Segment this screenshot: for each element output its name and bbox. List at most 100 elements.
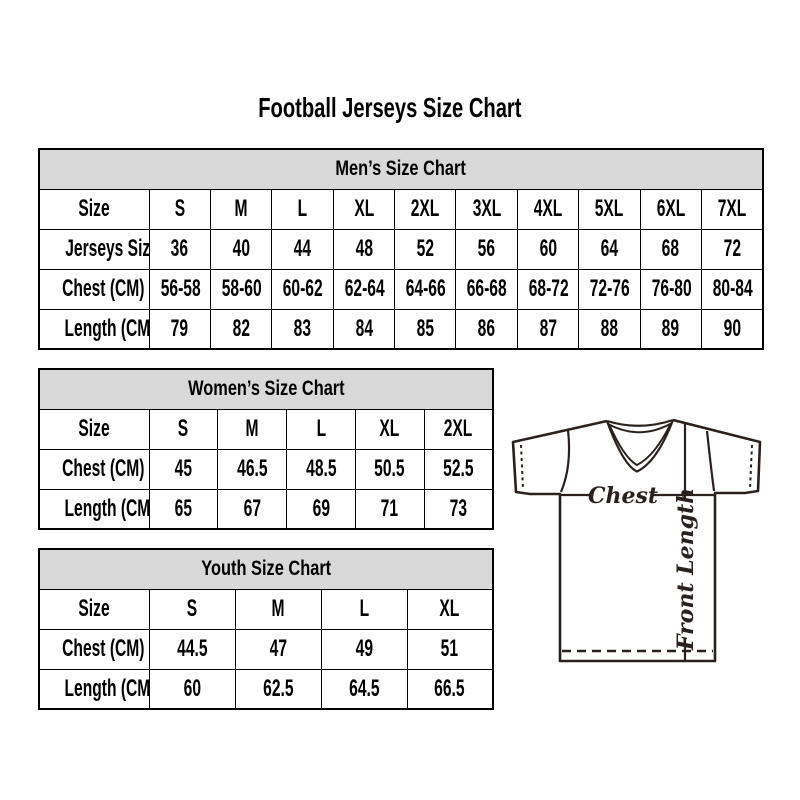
table-row: Jerseys Size 36 40 44 48 52 56 60 64 68 … — [38, 228, 764, 270]
table-cell: 66-68 — [455, 268, 518, 310]
table-cell: XL — [406, 588, 494, 630]
table-cell: 88 — [578, 308, 641, 350]
table-cell: M — [217, 408, 288, 450]
table-cell: 58-60 — [209, 268, 273, 310]
collar-top-edge — [606, 418, 674, 427]
table-cell: 44 — [271, 228, 334, 270]
table-cell: 51 — [406, 628, 494, 670]
table-cell: 48 — [332, 228, 396, 270]
table-cell: 72 — [701, 228, 764, 270]
row-label: Size — [38, 408, 150, 450]
table-cell: 62-64 — [332, 268, 396, 310]
table-row: Size S M L XL 2XL — [38, 408, 494, 450]
table-row: Length (CM) 65 67 69 71 73 — [38, 488, 494, 530]
table-cell: 65 — [148, 488, 219, 530]
table-cell: L — [320, 588, 408, 630]
right-armhole-seam — [705, 430, 716, 492]
table-cell: 36 — [148, 228, 211, 270]
row-label: Chest (CM) — [38, 628, 150, 670]
table-cell: 56-58 — [148, 268, 211, 310]
table-cell: 89 — [639, 308, 703, 350]
table-row: Length (CM) 60 62.5 64.5 66.5 — [38, 668, 494, 710]
table-cell: 64-66 — [394, 268, 457, 310]
table-cell: 64 — [578, 228, 641, 270]
table-cell: 72-76 — [578, 268, 641, 310]
row-label: Chest (CM) — [38, 448, 150, 490]
table-cell: S — [148, 588, 236, 630]
collar-v-outline — [605, 419, 675, 473]
page-title: Football Jerseys Size Chart — [28, 92, 752, 124]
row-label: Length (CM) — [38, 488, 150, 530]
table-cell: 69 — [286, 488, 356, 530]
table-cell: 48.5 — [286, 448, 356, 490]
table-cell: 68-72 — [516, 268, 580, 310]
table-row: Chest (CM) 56-58 58-60 60-62 62-64 64-66… — [38, 268, 764, 310]
table-cell: 4XL — [516, 188, 580, 230]
table-title: Youth Size Chart — [38, 548, 494, 590]
table-cell: 46.5 — [217, 448, 288, 490]
table-cell: 45 — [148, 448, 219, 490]
table-cell: L — [286, 408, 356, 450]
left-armhole-seam — [559, 429, 571, 493]
table-cell: 56 — [455, 228, 518, 270]
table-cell: 2XL — [394, 188, 457, 230]
table-cell: 44.5 — [148, 628, 236, 670]
table-cell: 83 — [271, 308, 334, 350]
chest-label: Chest — [588, 483, 658, 509]
table-cell: 60-62 — [271, 268, 334, 310]
table-cell: 60 — [516, 228, 580, 270]
table-cell: S — [148, 408, 219, 450]
table-cell: 5XL — [578, 188, 641, 230]
table-cell: 80-84 — [701, 268, 764, 310]
table-cell: 3XL — [455, 188, 518, 230]
table-title: Men’s Size Chart — [38, 148, 764, 190]
row-label: Length (CM) — [38, 308, 150, 350]
mens-size-table: Men’s Size Chart Size S M L XL 2XL 3XL 4… — [38, 148, 765, 350]
table-row: Size S M L XL — [38, 588, 494, 630]
row-label: Size — [38, 588, 150, 630]
table-cell: S — [148, 188, 211, 230]
table-cell: 67 — [217, 488, 288, 530]
table-cell: 68 — [639, 228, 703, 270]
table-cell: 76-80 — [639, 268, 703, 310]
collar-band-inner — [608, 422, 672, 467]
table-cell: 52 — [394, 228, 457, 270]
table-header-row: Youth Size Chart — [38, 548, 494, 590]
jersey-outline-icon: Chest Front Length — [511, 418, 762, 663]
table-cell: 87 — [516, 308, 580, 350]
table-cell: XL — [354, 408, 425, 450]
table-row: Chest (CM) 45 46.5 48.5 50.5 52.5 — [38, 448, 494, 490]
table-cell: XL — [332, 188, 396, 230]
table-row: Length (CM) 79 82 83 84 85 86 87 88 89 9… — [38, 308, 764, 350]
right-cuff-stitch — [749, 444, 753, 490]
table-cell: 40 — [209, 228, 273, 270]
table-cell: 7XL — [701, 188, 764, 230]
table-cell: 71 — [354, 488, 425, 530]
table-cell: 50.5 — [354, 448, 425, 490]
table-cell: 60 — [148, 668, 236, 710]
collar-back-arc — [607, 422, 673, 434]
youth-size-table: Youth Size Chart Size S M L XL Chest (CM… — [38, 548, 495, 710]
left-cuff-stitch — [520, 444, 524, 490]
table-cell: 64.5 — [320, 668, 408, 710]
table-header-row: Men’s Size Chart — [38, 148, 764, 190]
table-cell: 49 — [320, 628, 408, 670]
table-row: Chest (CM) 44.5 47 49 51 — [38, 628, 494, 670]
front-length-label: Front Length — [673, 488, 699, 651]
table-cell: 79 — [148, 308, 211, 350]
table-cell: 2XL — [423, 408, 494, 450]
page-title-text: Football Jerseys Size Chart — [258, 92, 522, 123]
table-cell: 86 — [455, 308, 518, 350]
table-cell: 47 — [234, 628, 322, 670]
jersey-outline — [511, 418, 762, 663]
row-label: Length (CM) — [38, 668, 150, 710]
table-cell: 90 — [701, 308, 764, 350]
table-cell: 84 — [332, 308, 396, 350]
table-cell: 52.5 — [423, 448, 494, 490]
table-title: Women’s Size Chart — [38, 368, 494, 410]
table-cell: 85 — [394, 308, 457, 350]
womens-size-table: Women’s Size Chart Size S M L XL 2XL Che… — [38, 368, 495, 530]
table-cell: M — [234, 588, 322, 630]
row-label: Jerseys Size — [38, 228, 150, 270]
